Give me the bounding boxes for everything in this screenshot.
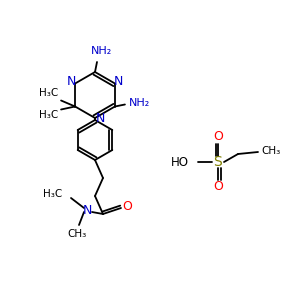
Text: O: O	[213, 130, 223, 143]
Text: H₃C: H₃C	[40, 110, 59, 119]
Text: CH₃: CH₃	[68, 229, 87, 239]
Text: N: N	[82, 203, 92, 217]
Text: N: N	[95, 112, 105, 125]
Text: N: N	[66, 75, 76, 88]
Text: N: N	[114, 75, 124, 88]
Text: O: O	[213, 181, 223, 194]
Text: CH₃: CH₃	[261, 146, 280, 156]
Text: H₃C: H₃C	[40, 88, 59, 98]
Text: O: O	[122, 200, 132, 212]
Text: NH₂: NH₂	[90, 46, 112, 56]
Text: H₃C: H₃C	[43, 189, 62, 199]
Text: NH₂: NH₂	[129, 98, 151, 109]
Text: S: S	[214, 155, 222, 169]
Text: HO: HO	[171, 155, 189, 169]
